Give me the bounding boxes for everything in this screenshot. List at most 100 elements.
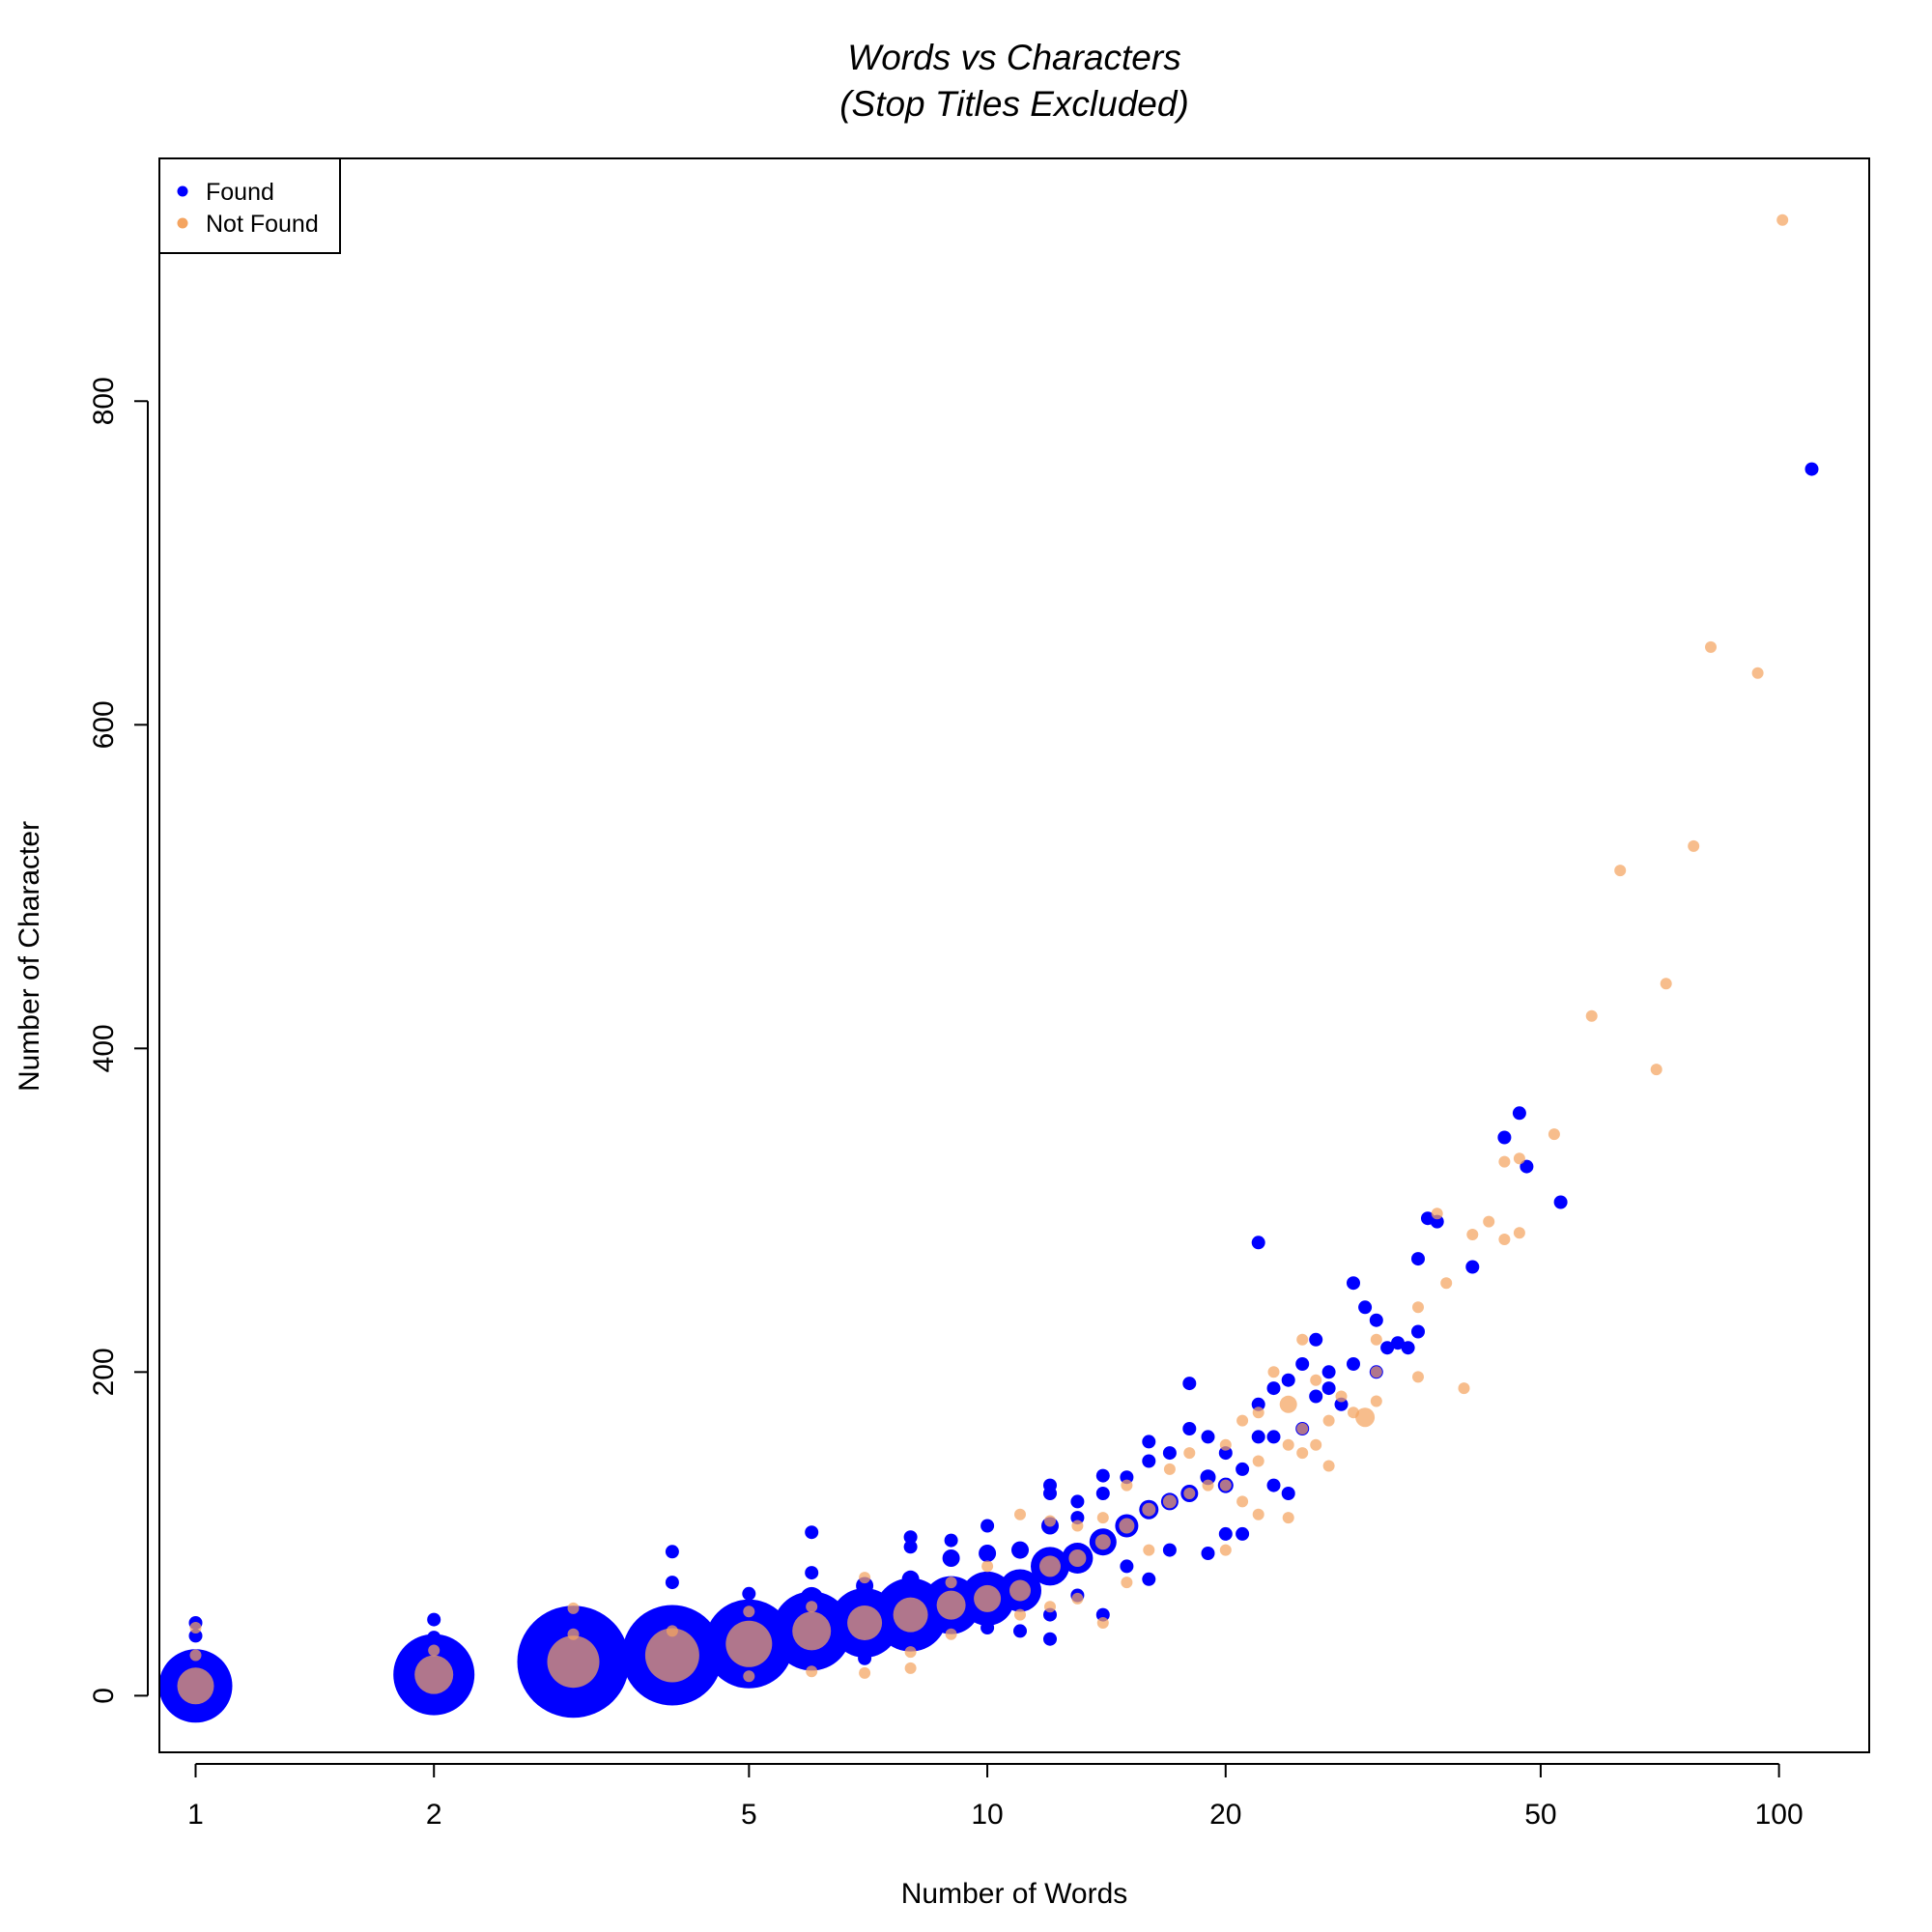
series-not-found bbox=[177, 213, 1789, 1705]
data-point bbox=[644, 1628, 699, 1683]
data-point bbox=[1321, 1381, 1336, 1396]
data-point bbox=[1095, 1607, 1110, 1622]
data-point bbox=[660, 1606, 684, 1630]
data-point bbox=[903, 1530, 918, 1545]
data-point bbox=[1370, 1333, 1382, 1346]
data-point bbox=[567, 1628, 580, 1640]
data-point bbox=[1009, 1579, 1031, 1602]
data-point bbox=[1142, 1454, 1156, 1468]
data-point bbox=[1201, 1547, 1215, 1560]
data-point bbox=[981, 1560, 994, 1573]
data-point bbox=[1411, 1324, 1425, 1339]
data-point bbox=[1039, 1555, 1061, 1577]
y-tick-label: 0 bbox=[88, 1688, 120, 1704]
data-point bbox=[1266, 1430, 1281, 1444]
data-point bbox=[1094, 1534, 1111, 1550]
data-point bbox=[1296, 1333, 1309, 1346]
data-point bbox=[1465, 1260, 1480, 1274]
data-point bbox=[936, 1590, 966, 1620]
data-point bbox=[1044, 1515, 1056, 1527]
data-point bbox=[1162, 1543, 1177, 1557]
data-point bbox=[979, 1545, 997, 1562]
x-tick-label: 10 bbox=[971, 1799, 1003, 1831]
data-point bbox=[1322, 1460, 1335, 1472]
data-point bbox=[1281, 1373, 1295, 1387]
data-point bbox=[567, 1602, 580, 1614]
data-point bbox=[1162, 1494, 1177, 1509]
data-point bbox=[859, 1572, 871, 1584]
data-point bbox=[1296, 1447, 1309, 1460]
data-point bbox=[1370, 1395, 1382, 1407]
data-point bbox=[1380, 1341, 1395, 1355]
x-tick-label: 100 bbox=[1755, 1799, 1804, 1831]
data-point bbox=[1430, 1214, 1444, 1229]
data-point bbox=[1322, 1414, 1335, 1427]
data-point bbox=[1163, 1463, 1176, 1475]
data-point bbox=[1251, 1397, 1265, 1411]
data-point bbox=[1043, 1487, 1057, 1500]
data-point bbox=[1309, 1389, 1323, 1404]
data-point bbox=[1201, 1430, 1215, 1444]
data-point bbox=[903, 1540, 918, 1554]
data-point bbox=[1120, 1559, 1134, 1574]
data-point bbox=[665, 1545, 679, 1559]
data-point bbox=[189, 1622, 202, 1634]
chart-title: Words vs Characters bbox=[847, 38, 1180, 77]
data-point bbox=[1440, 1277, 1453, 1290]
data-point bbox=[800, 1586, 824, 1610]
data-point bbox=[1347, 1357, 1360, 1371]
data-point bbox=[665, 1576, 679, 1590]
data-point bbox=[1095, 1487, 1110, 1500]
data-point bbox=[1219, 1438, 1232, 1451]
data-point bbox=[1095, 1468, 1110, 1483]
data-points-layer bbox=[158, 213, 1819, 1723]
data-point bbox=[1219, 1544, 1232, 1556]
data-point bbox=[1466, 1229, 1479, 1240]
legend: Found Not Found bbox=[158, 157, 341, 254]
data-point bbox=[1498, 1155, 1511, 1168]
data-point bbox=[1295, 1357, 1310, 1371]
data-point bbox=[974, 1584, 1002, 1612]
data-point bbox=[1411, 1252, 1425, 1266]
data-point bbox=[1282, 1438, 1294, 1451]
data-point bbox=[1497, 1130, 1512, 1145]
legend-found-marker bbox=[177, 185, 188, 197]
data-point bbox=[1266, 1381, 1281, 1396]
x-tick-label: 1 bbox=[187, 1799, 204, 1831]
data-point bbox=[1355, 1407, 1376, 1428]
data-point bbox=[1218, 1526, 1233, 1541]
data-point bbox=[1412, 1301, 1424, 1314]
data-point bbox=[427, 1612, 441, 1627]
data-point bbox=[1014, 1608, 1026, 1621]
data-point bbox=[1162, 1446, 1177, 1461]
data-point bbox=[805, 1566, 819, 1580]
data-point bbox=[1096, 1617, 1109, 1629]
data-point bbox=[1236, 1414, 1249, 1427]
data-point bbox=[944, 1533, 958, 1548]
data-point bbox=[1279, 1395, 1297, 1413]
data-point bbox=[980, 1519, 995, 1533]
data-point bbox=[1369, 1313, 1383, 1327]
plot-frame bbox=[158, 157, 1870, 1753]
data-point bbox=[1296, 1423, 1309, 1435]
legend-not-found-label: Not Found bbox=[206, 211, 319, 238]
data-point bbox=[904, 1662, 917, 1674]
data-point bbox=[1252, 1508, 1264, 1520]
data-point bbox=[1458, 1382, 1470, 1395]
data-point bbox=[1401, 1341, 1415, 1355]
data-point bbox=[1412, 1371, 1424, 1383]
x-axis: 1 2 5 10 20 50 100 bbox=[187, 1763, 1804, 1831]
data-point bbox=[743, 1670, 755, 1683]
data-point bbox=[1236, 1462, 1250, 1476]
data-point bbox=[1252, 1455, 1264, 1467]
data-point bbox=[1520, 1159, 1534, 1174]
data-point bbox=[1513, 1227, 1525, 1239]
data-point bbox=[1143, 1544, 1155, 1556]
data-point bbox=[904, 1646, 917, 1659]
data-point bbox=[1705, 640, 1717, 653]
data-point bbox=[1236, 1495, 1249, 1508]
chart-subtitle: (Stop Titles Excluded) bbox=[839, 84, 1189, 124]
data-point bbox=[1282, 1512, 1294, 1524]
data-point bbox=[1513, 1152, 1525, 1165]
